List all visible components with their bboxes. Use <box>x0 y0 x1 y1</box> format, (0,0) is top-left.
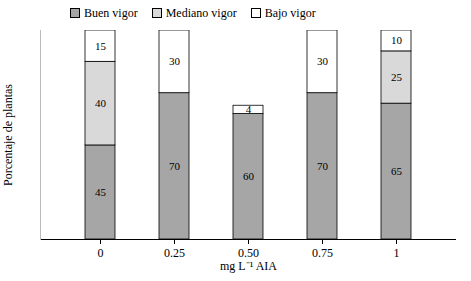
svg-text:45: 45 <box>95 186 107 198</box>
html-text:Buen vigor: Buen vigor <box>84 5 138 20</box>
svg-text:0: 0 <box>98 246 104 260</box>
svg-text:25: 25 <box>391 71 403 83</box>
svg-text:40: 40 <box>95 97 107 109</box>
svg-text:60: 60 <box>243 170 255 182</box>
svg-text:4: 4 <box>246 103 252 115</box>
svg-text:30: 30 <box>169 55 181 67</box>
svg-text:1: 1 <box>394 246 400 260</box>
svg-text:10: 10 <box>391 34 403 46</box>
svg-text:15: 15 <box>95 40 107 52</box>
svg-text:Porcentaje de plantas: Porcentaje de plantas <box>1 84 15 186</box>
svg-text:65: 65 <box>391 165 403 177</box>
svg-text:0.25: 0.25 <box>164 246 185 260</box>
svg-text:70: 70 <box>317 160 329 172</box>
svg-text:30: 30 <box>317 55 329 67</box>
svg-text:mg L⁻¹ AIA: mg L⁻¹ AIA <box>220 259 277 273</box>
svg-text:0.50: 0.50 <box>238 246 259 260</box>
svg-text:70: 70 <box>169 160 181 172</box>
html-text:Bajo vigor: Bajo vigor <box>264 5 316 20</box>
svg-text:0.75: 0.75 <box>312 246 333 260</box>
html-text:Mediano vigor: Mediano vigor <box>165 5 237 20</box>
